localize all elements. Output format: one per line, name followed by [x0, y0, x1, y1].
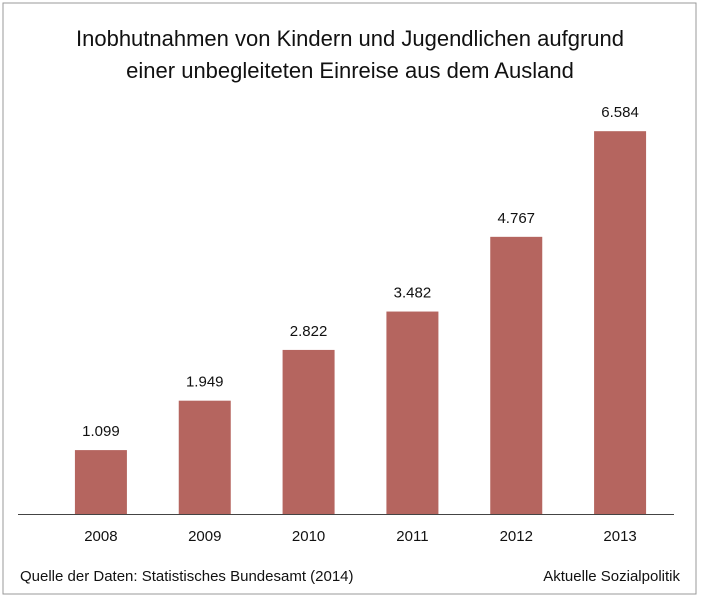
x-tick-label: 2011	[396, 528, 428, 545]
value-label: 4.767	[497, 210, 535, 227]
chart-title: einer unbegleiteten Einreise aus dem Aus…	[126, 58, 574, 83]
value-label: 2.822	[290, 323, 328, 340]
x-tick-label: 2008	[84, 528, 117, 545]
credit-note: Aktuelle Sozialpolitik	[543, 568, 680, 585]
bar	[490, 236, 543, 514]
bar	[74, 450, 127, 514]
bar	[178, 400, 231, 514]
value-label: 1.949	[186, 374, 224, 391]
value-label: 1.099	[82, 423, 120, 440]
bar	[282, 349, 335, 514]
x-tick-label: 2012	[500, 528, 533, 545]
value-label: 6.584	[601, 104, 639, 121]
bar	[594, 131, 647, 514]
source-note: Quelle der Daten: Statistisches Bundesam…	[20, 568, 354, 585]
chart-title: Inobhutnahmen von Kindern und Jugendlich…	[76, 26, 624, 51]
value-label: 3.482	[394, 285, 432, 302]
x-tick-label: 2013	[603, 528, 636, 545]
x-tick-label: 2010	[292, 528, 325, 545]
x-tick-label: 2009	[188, 528, 221, 545]
bar	[386, 311, 439, 514]
